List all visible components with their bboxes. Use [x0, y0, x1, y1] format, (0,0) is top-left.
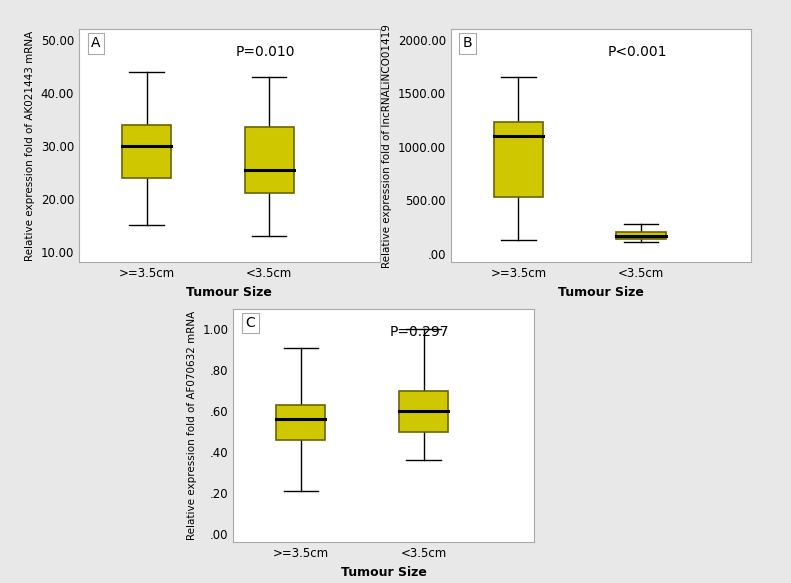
X-axis label: Tumour Size: Tumour Size — [558, 286, 644, 298]
X-axis label: Tumour Size: Tumour Size — [187, 286, 272, 298]
Text: B: B — [463, 36, 472, 50]
Bar — [244, 127, 293, 194]
Bar — [399, 391, 448, 432]
Bar — [122, 125, 171, 178]
Bar — [276, 405, 325, 440]
Y-axis label: Relative expression fold of AK021443 mRNA: Relative expression fold of AK021443 mRN… — [25, 31, 36, 261]
Text: A: A — [91, 36, 100, 50]
Text: P=0.010: P=0.010 — [236, 45, 295, 59]
X-axis label: Tumour Size: Tumour Size — [341, 566, 426, 578]
Y-axis label: Relative expression fold of lncRNALiNCO01419: Relative expression fold of lncRNALiNCO0… — [382, 24, 392, 268]
Bar — [494, 122, 543, 197]
Text: P<0.001: P<0.001 — [607, 45, 667, 59]
Bar — [616, 233, 665, 239]
Text: C: C — [245, 316, 255, 330]
Y-axis label: Relative expression fold of AF070632 mRNA: Relative expression fold of AF070632 mRN… — [187, 311, 197, 540]
Text: P=0.297: P=0.297 — [390, 325, 449, 339]
